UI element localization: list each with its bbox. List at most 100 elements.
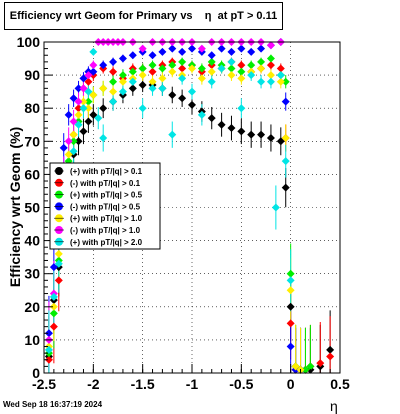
data-point (84, 97, 93, 106)
x-tick-label: -2 (87, 376, 100, 392)
data-point (207, 57, 216, 66)
data-point (266, 133, 275, 142)
data-point (197, 64, 206, 73)
data-point (158, 84, 167, 93)
data-point (281, 183, 290, 192)
data-point (178, 57, 187, 66)
data-point (69, 94, 78, 103)
data-point (69, 137, 78, 146)
data-point (74, 110, 83, 119)
data-point (237, 127, 246, 136)
data-point (74, 137, 83, 146)
data-point (84, 117, 93, 126)
data-point (109, 77, 118, 86)
data-point (237, 74, 246, 83)
data-point (326, 345, 335, 354)
data-point (178, 94, 187, 103)
data-point (168, 90, 177, 99)
data-point (148, 77, 157, 86)
data-point (44, 345, 53, 354)
data-point (281, 157, 290, 166)
data-point (49, 322, 58, 331)
data-point (79, 127, 88, 136)
data-point (257, 77, 266, 86)
data-point (109, 57, 118, 66)
data-point (49, 302, 58, 311)
data-point (69, 130, 78, 139)
data-point (74, 120, 83, 129)
x-tick-label: 0.5 (330, 376, 350, 392)
y-tick-label: 80 (24, 100, 40, 116)
legend-label: (-) with pT/|q| > 0.1 (70, 179, 141, 188)
data-point (247, 71, 256, 80)
data-point (148, 61, 157, 70)
data-point (44, 329, 53, 338)
data-point (89, 61, 98, 70)
data-point (247, 61, 256, 70)
data-point (99, 104, 108, 113)
data-point (247, 47, 256, 56)
legend-label: (+) with pT/|q| > 1.0 (70, 214, 143, 223)
data-point (49, 292, 58, 301)
data-point (54, 249, 63, 258)
data-point (276, 77, 285, 86)
data-point (84, 104, 93, 113)
data-point (44, 355, 53, 364)
data-point (227, 57, 236, 66)
legend-label: (-) with pT/|q| > 1.0 (70, 226, 141, 235)
data-point (148, 84, 157, 93)
data-point (197, 110, 206, 119)
data-point (281, 97, 290, 106)
legend-label: (+) with pT/|q| > 0.1 (70, 167, 143, 176)
data-point (326, 352, 335, 361)
data-point (89, 90, 98, 99)
data-point (74, 84, 83, 93)
timestamp-footer: Wed Sep 18 16:37:19 2024 (3, 400, 103, 409)
y-tick-label: 100 (17, 34, 41, 50)
data-point (168, 61, 177, 70)
data-point (266, 54, 275, 63)
data-point (286, 269, 295, 278)
data-point (217, 64, 226, 73)
legend-box (49, 162, 161, 250)
data-point (227, 124, 236, 133)
data-point (286, 342, 295, 351)
data-point (301, 365, 310, 374)
data-point (99, 84, 108, 93)
data-point (89, 67, 98, 76)
data-point (79, 84, 88, 93)
data-point (64, 110, 73, 119)
data-point (79, 74, 88, 83)
data-point (178, 74, 187, 83)
data-point (217, 120, 226, 129)
y-tick-label: 0 (32, 365, 40, 381)
data-point (286, 286, 295, 295)
data-point (168, 67, 177, 76)
data-point (227, 47, 236, 56)
data-point (118, 71, 127, 80)
data-point (99, 133, 108, 142)
data-point (158, 64, 167, 73)
data-point (276, 71, 285, 80)
data-point (197, 74, 206, 83)
legend-label: (+) with pT/|q| > 2.0 (70, 238, 143, 247)
data-point (266, 71, 275, 80)
data-point (227, 71, 236, 80)
data-point (74, 97, 83, 106)
data-point (54, 276, 63, 285)
data-point (64, 137, 73, 146)
data-point (69, 117, 78, 126)
data-point (54, 259, 63, 268)
legend: (+) with pT/|q| > 0.1 (-) with pT/|q| > 0… (49, 162, 161, 250)
data-point (188, 64, 196, 73)
legend-label: (+) with pT/|q| > 0.5 (70, 191, 143, 200)
data-point (266, 41, 275, 50)
y-tick-label: 20 (24, 299, 40, 315)
data-point (148, 67, 157, 76)
data-point (286, 302, 295, 311)
data-point (168, 130, 177, 139)
data-point (257, 44, 266, 53)
y-axis-label: Efficiency wrt Geom (%) (7, 127, 23, 287)
data-point (217, 44, 226, 53)
